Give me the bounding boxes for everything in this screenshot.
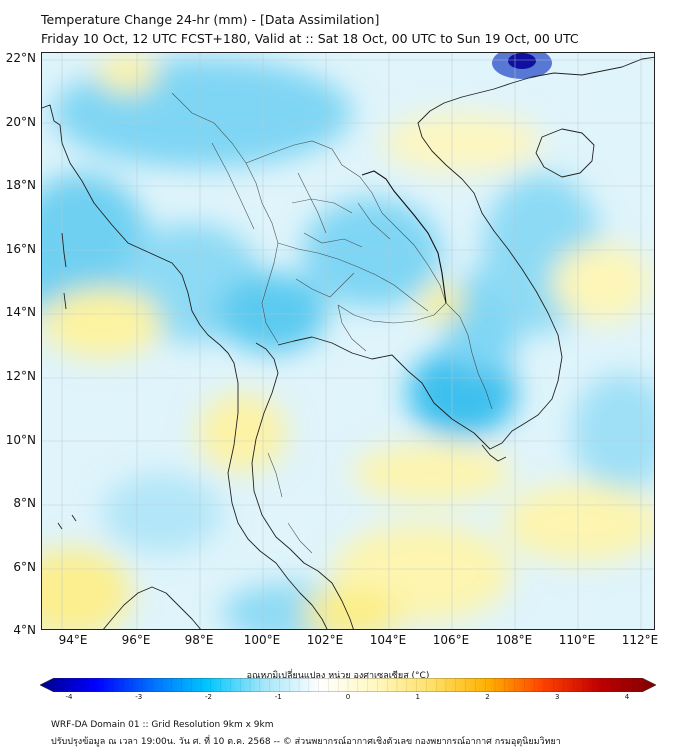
lat-label: 4°N bbox=[13, 623, 36, 638]
lat-label: 14°N bbox=[5, 305, 36, 320]
national-border bbox=[361, 170, 447, 304]
lat-label: 12°N bbox=[5, 369, 36, 383]
colorbar-tick-label: -2 bbox=[205, 693, 212, 701]
colorbar-tick-label: 1 bbox=[415, 693, 420, 701]
lon-label: 102°E bbox=[306, 633, 344, 647]
colorbar-tick-label: 0 bbox=[345, 693, 351, 701]
lat-label: 22°N bbox=[5, 51, 36, 65]
colorbar bbox=[40, 678, 656, 692]
lon-label: 106°E bbox=[432, 633, 470, 647]
temperature-field bbox=[42, 53, 654, 629]
lon-label: 104°E bbox=[369, 633, 407, 647]
lat-label: 8°N bbox=[13, 496, 36, 511]
cold-spot-core bbox=[508, 53, 536, 69]
map-subtitle: Friday 10 Oct, 12 UTC FCST+180, Valid at… bbox=[41, 31, 579, 46]
lon-label: 110°E bbox=[558, 633, 596, 647]
footer-credit: ปรับปรุงข้อมูล ณ เวลา 19:00น. วัน ศ. ที่… bbox=[51, 737, 561, 747]
colorbar-tick-label: 2 bbox=[485, 693, 490, 701]
temperature-change-map bbox=[41, 52, 655, 630]
map-title: Temperature Change 24-hr (mm) - [Data As… bbox=[41, 12, 380, 27]
admin-borders bbox=[171, 92, 493, 554]
lat-label: 20°N bbox=[5, 114, 36, 129]
lon-label: 112°E bbox=[621, 633, 659, 647]
footer-domain-info: WRF-DA Domain 01 :: Grid Resolution 9km … bbox=[51, 720, 274, 730]
lon-label: 96°E bbox=[121, 633, 151, 647]
graticule bbox=[42, 53, 654, 629]
lon-label: 94°E bbox=[58, 633, 88, 647]
colorbar-tick-label: -3 bbox=[135, 693, 143, 701]
lat-label: 10°N bbox=[5, 432, 36, 447]
map-canvas bbox=[42, 53, 654, 629]
colorbar-fill bbox=[40, 678, 656, 692]
colorbar-tick-label: 4 bbox=[624, 693, 630, 701]
lon-label: 108°E bbox=[495, 633, 533, 647]
lon-label: 100°E bbox=[243, 633, 281, 647]
colorbar-tick-label: -1 bbox=[274, 693, 282, 701]
lat-label: 16°N bbox=[5, 241, 36, 256]
lat-label: 18°N bbox=[5, 178, 36, 193]
colorbar-title: อุณหภูมิเปลี่ยนแปลง หน่วย องศาเซลเซียส (… bbox=[246, 671, 430, 681]
colorbar-tick-label: -4 bbox=[65, 693, 73, 701]
lat-label: 6°N bbox=[13, 559, 36, 574]
colorbar-tick-label: 3 bbox=[555, 693, 560, 701]
lon-label: 98°E bbox=[184, 633, 214, 647]
coastlines bbox=[42, 56, 654, 629]
